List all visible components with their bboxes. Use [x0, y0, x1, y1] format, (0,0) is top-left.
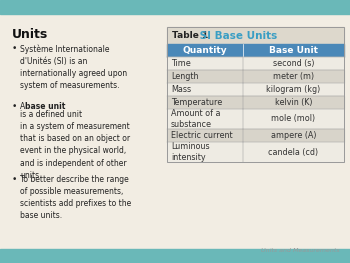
Text: Table 1: Table 1: [172, 31, 208, 40]
Text: is a defined unit
in a system of measurement
that is based on an object or
event: is a defined unit in a system of measure…: [20, 110, 130, 180]
Text: candela (cd): candela (cd): [268, 148, 318, 156]
Bar: [167, 27, 344, 44]
Text: SI Base Units: SI Base Units: [196, 31, 277, 41]
Text: base unit: base unit: [25, 102, 65, 111]
Text: Base Unit: Base Unit: [269, 46, 318, 55]
Text: To better describe the range
of possible measurements,
scientists add prefixes t: To better describe the range of possible…: [20, 175, 131, 220]
Text: Temperature: Temperature: [171, 98, 222, 107]
Text: •: •: [12, 44, 18, 53]
Bar: [167, 109, 344, 129]
Text: ampere (A): ampere (A): [271, 131, 316, 140]
Text: Time: Time: [171, 59, 191, 68]
Text: Luminous
intensity: Luminous intensity: [171, 142, 210, 162]
Bar: [167, 142, 344, 162]
Bar: [0, 14, 350, 249]
Bar: [167, 70, 344, 83]
Text: kilogram (kg): kilogram (kg): [266, 85, 321, 94]
Text: •: •: [12, 175, 18, 184]
Text: Units and Measurements: Units and Measurements: [261, 248, 340, 253]
Text: •: •: [12, 102, 18, 111]
Text: Mass: Mass: [171, 85, 191, 94]
Bar: [167, 129, 344, 142]
Text: Quantity: Quantity: [183, 46, 227, 55]
Bar: [167, 96, 344, 109]
Text: Electric current: Electric current: [171, 131, 233, 140]
Bar: [167, 44, 344, 57]
Bar: [0, 0, 350, 14]
Text: kelvin (K): kelvin (K): [275, 98, 312, 107]
Text: Length: Length: [171, 72, 198, 81]
Bar: [167, 57, 344, 70]
Bar: [167, 27, 344, 162]
Text: Amount of a
substance: Amount of a substance: [171, 109, 220, 129]
Text: meter (m): meter (m): [273, 72, 314, 81]
Text: A: A: [20, 102, 28, 111]
Text: Units: Units: [12, 28, 48, 41]
Bar: [0, 249, 350, 263]
Text: Système Internationale
d'Unités (SI) is an
internationally agreed upon
system of: Système Internationale d'Unités (SI) is …: [20, 44, 127, 90]
Text: mole (mol): mole (mol): [272, 114, 316, 124]
Text: second (s): second (s): [273, 59, 314, 68]
Bar: [167, 83, 344, 96]
